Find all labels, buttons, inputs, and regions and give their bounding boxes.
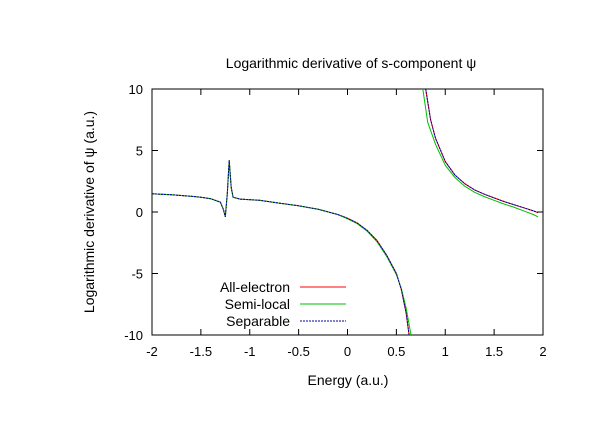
series-line-all-electron bbox=[425, 88, 539, 214]
chart-title: Logarithmic derivative of s-component ψ bbox=[226, 55, 476, 71]
y-tick-label: -10 bbox=[124, 328, 143, 343]
series-line-separable bbox=[425, 88, 539, 214]
legend-label-separable: Separable bbox=[226, 313, 290, 329]
x-axis-label: Energy (a.u.) bbox=[308, 372, 389, 388]
x-tick-label: 1 bbox=[442, 344, 449, 359]
y-tick-label: 10 bbox=[129, 82, 143, 97]
series-line-semi-local bbox=[422, 88, 539, 218]
x-tick-label: -2 bbox=[146, 344, 158, 359]
legend-label-all-electron: All-electron bbox=[220, 279, 290, 295]
x-tick-label: 1.5 bbox=[485, 344, 503, 359]
x-axis-ticks: -2 -1.5 -1 -0.5 0 0.5 1 1.5 2 bbox=[146, 89, 547, 359]
y-axis-label: Logarithmic derivative of ψ (a.u.) bbox=[81, 111, 97, 313]
y-axis-ticks: 10 5 0 -5 -10 bbox=[124, 82, 543, 343]
y-tick-label: 5 bbox=[136, 144, 143, 159]
x-tick-label: 0.5 bbox=[387, 344, 405, 359]
series-line-separable bbox=[151, 160, 410, 336]
plot-frame bbox=[151, 88, 544, 336]
legend: All-electron Semi-local Separable bbox=[220, 279, 346, 329]
series-lines bbox=[151, 88, 539, 336]
x-tick-label: -1.5 bbox=[190, 344, 212, 359]
x-tick-label: -0.5 bbox=[287, 344, 309, 359]
x-tick-label: 0 bbox=[344, 344, 351, 359]
y-tick-label: -5 bbox=[131, 267, 143, 282]
x-tick-label: 2 bbox=[539, 344, 546, 359]
y-tick-label: 0 bbox=[136, 205, 143, 220]
x-tick-label: -1 bbox=[244, 344, 256, 359]
legend-label-semi-local: Semi-local bbox=[225, 296, 290, 312]
